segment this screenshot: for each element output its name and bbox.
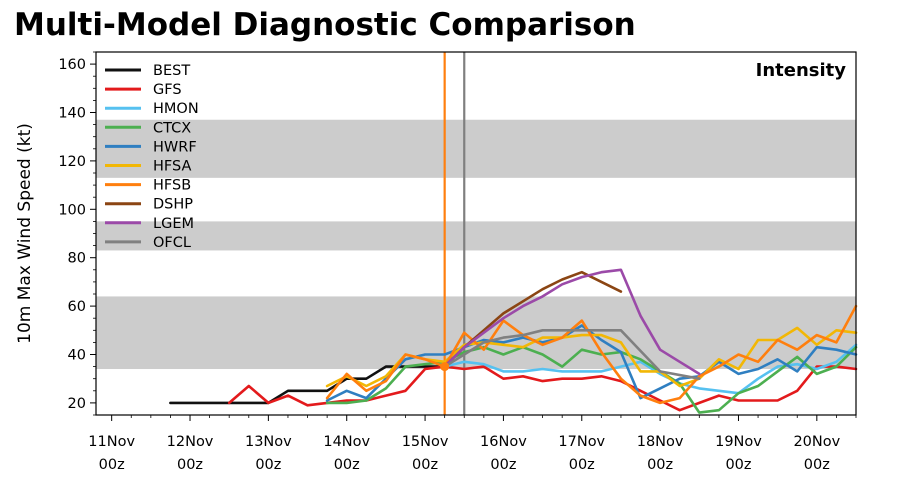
x-tick-label-12nov-0: 12Nov — [167, 434, 214, 450]
y-axis-label: 10m Max Wind Speed (kt) — [15, 123, 35, 344]
legend-label-hmon: HMON — [153, 101, 199, 117]
x-tick-label-11nov-1: 00z — [99, 457, 125, 473]
x-tick-label-13nov-0: 13Nov — [245, 434, 292, 450]
init-marker-layer — [440, 362, 450, 372]
y-tick-label-120: 120 — [58, 154, 86, 170]
panel-annotation: Intensity — [756, 60, 847, 81]
x-tick-label-18nov-0: 18Nov — [637, 434, 684, 450]
legend-label-dshp: DSHP — [153, 197, 193, 213]
x-tick-label-14nov-0: 14Nov — [323, 434, 370, 450]
x-tick-label-20nov-1: 00z — [804, 457, 830, 473]
series-lines — [169, 268, 858, 414]
shaded-band-1 — [96, 221, 856, 251]
x-tick-label-17nov-0: 17Nov — [558, 434, 605, 450]
shaded-band-2 — [96, 119, 856, 178]
series-line-ctcx — [325, 345, 858, 414]
legend-label-hwrf: HWRF — [153, 139, 197, 155]
legend-label-ctcx: CTCX — [153, 120, 191, 136]
legend-label-gfs: GFS — [153, 82, 182, 98]
x-tick-label-19nov-1: 00z — [725, 457, 751, 473]
x-tick-label-20nov-0: 20Nov — [793, 434, 840, 450]
y-tick-label-20: 20 — [68, 396, 86, 412]
x-tick-label-14nov-1: 00z — [334, 457, 360, 473]
y-tick-label-140: 140 — [58, 106, 86, 122]
x-tick-label-17nov-1: 00z — [569, 457, 595, 473]
series-line-best — [169, 365, 447, 405]
series-line-hfsb — [325, 304, 858, 405]
x-tick-label-19nov-0: 19Nov — [715, 434, 762, 450]
series-line-ofcl — [443, 328, 701, 381]
legend-label-best: BEST — [153, 63, 190, 79]
legend-label-ofcl: OFCL — [153, 235, 191, 251]
x-tick-label-15nov-1: 00z — [412, 457, 438, 473]
y-tick-label-160: 160 — [58, 57, 86, 73]
y-tick-label-40: 40 — [68, 348, 86, 364]
y-tick-label-100: 100 — [58, 202, 86, 218]
legend-label-hfsa: HFSA — [153, 159, 191, 175]
x-axis: 11Nov 00z 12Nov 00z 13Nov 00z 14Nov 00z 15Nov 00z… — [88, 415, 857, 473]
y-axis: 20 40 60 80 100 120 140 160 — [58, 51, 96, 416]
shaded-band-0 — [96, 296, 856, 370]
shaded-bands — [96, 119, 856, 370]
legend: BEST GFS HMON CTCX HWRF HFSA HFSB DSHP LGEM OFCL — [105, 63, 199, 251]
y-tick-label-80: 80 — [68, 251, 86, 267]
x-tick-label-16nov-1: 00z — [490, 457, 516, 473]
x-tick-label-12nov-1: 00z — [177, 457, 203, 473]
x-tick-label-15nov-0: 15Nov — [402, 434, 449, 450]
legend-label-lgem: LGEM — [153, 216, 194, 232]
x-tick-label-11nov-0: 11Nov — [88, 434, 135, 450]
x-tick-label-18nov-1: 00z — [647, 457, 673, 473]
init-marker — [440, 362, 450, 372]
y-tick-label-60: 60 — [68, 299, 86, 315]
series-line-lgem — [443, 268, 701, 376]
series-line-gfs — [227, 365, 858, 412]
chart-title: Multi-Model Diagnostic Comparison — [14, 7, 636, 43]
x-tick-label-13nov-1: 00z — [255, 457, 281, 473]
x-tick-label-16nov-0: 16Nov — [480, 434, 527, 450]
legend-label-hfsb: HFSB — [153, 178, 191, 194]
